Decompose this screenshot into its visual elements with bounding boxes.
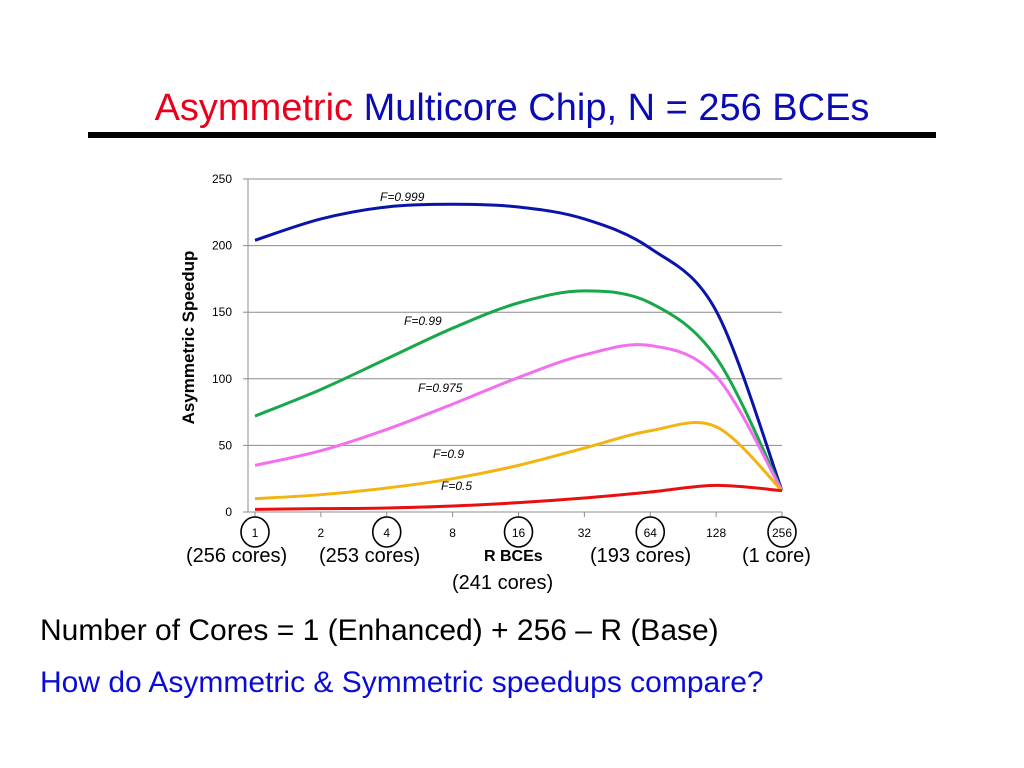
x-tick-label: 64 (644, 526, 658, 540)
series-line-F=0.999 (254, 202, 784, 492)
tick-circle-256 (767, 516, 797, 548)
series-label-F=0.975: F=0.975 (418, 381, 463, 395)
y-tick-label: 150 (212, 305, 232, 319)
series-label-F=0.9: F=0.9 (433, 447, 464, 461)
y-tick-label: 100 (212, 372, 232, 386)
tick-circle-4 (371, 516, 402, 548)
annotation-r64: (193 cores) (590, 545, 692, 567)
x-tick-label: 8 (449, 526, 456, 540)
series-label-F=0.99: F=0.99 (404, 314, 442, 328)
series-line-F=0.99 (254, 289, 784, 492)
x-tick-label: 16 (512, 526, 526, 540)
x-tick-label: 256 (772, 526, 792, 540)
series-line-F=0.5 (254, 483, 783, 511)
y-tick-label: 0 (225, 505, 232, 519)
series-line-F=0.975 (254, 343, 784, 492)
comparison-question: How do Asymmetric & Symmetric speedups c… (40, 666, 764, 699)
x-tick-label: 128 (706, 526, 726, 540)
annotation-r1: (256 cores) (186, 545, 288, 567)
series-label-F=0.999: F=0.999 (380, 190, 425, 204)
tick-circle-16 (503, 516, 534, 548)
slide-title: Asymmetric Multicore Chip, N = 256 BCEs (0, 86, 1024, 130)
annotation-r4: (253 cores) (319, 545, 421, 567)
title-asymmetric: Asymmetric (154, 87, 354, 129)
x-tick-label: 1 (252, 526, 259, 540)
annotation-r16: (241 cores) (452, 572, 554, 594)
y-tick-label: 50 (219, 438, 233, 452)
series-label-F=0.5: F=0.5 (441, 479, 472, 493)
title-underline (88, 132, 936, 138)
x-tick-label: 4 (383, 526, 390, 540)
x-axis-label: R BCEs (484, 548, 543, 565)
tick-circle-1 (240, 516, 270, 548)
y-tick-label: 250 (212, 172, 232, 186)
tick-circle-64 (635, 516, 666, 548)
title-rest: Multicore Chip, N = 256 BCEs (353, 87, 870, 129)
y-axis-label: Asymmetric Speedup (179, 251, 198, 425)
x-tick-label: 32 (578, 526, 592, 540)
cores-formula: Number of Cores = 1 (Enhanced) + 256 – R… (40, 614, 719, 647)
speedup-chart: 0 50 100 150 200 250 1 2 4 8 16 32 64 128 256 Asymmetri… (179, 172, 797, 548)
series-line-F=0.9 (254, 421, 784, 501)
x-tick-label: 2 (318, 526, 325, 540)
annotation-r256: (1 core) (742, 545, 811, 567)
y-tick-label: 200 (212, 239, 232, 253)
